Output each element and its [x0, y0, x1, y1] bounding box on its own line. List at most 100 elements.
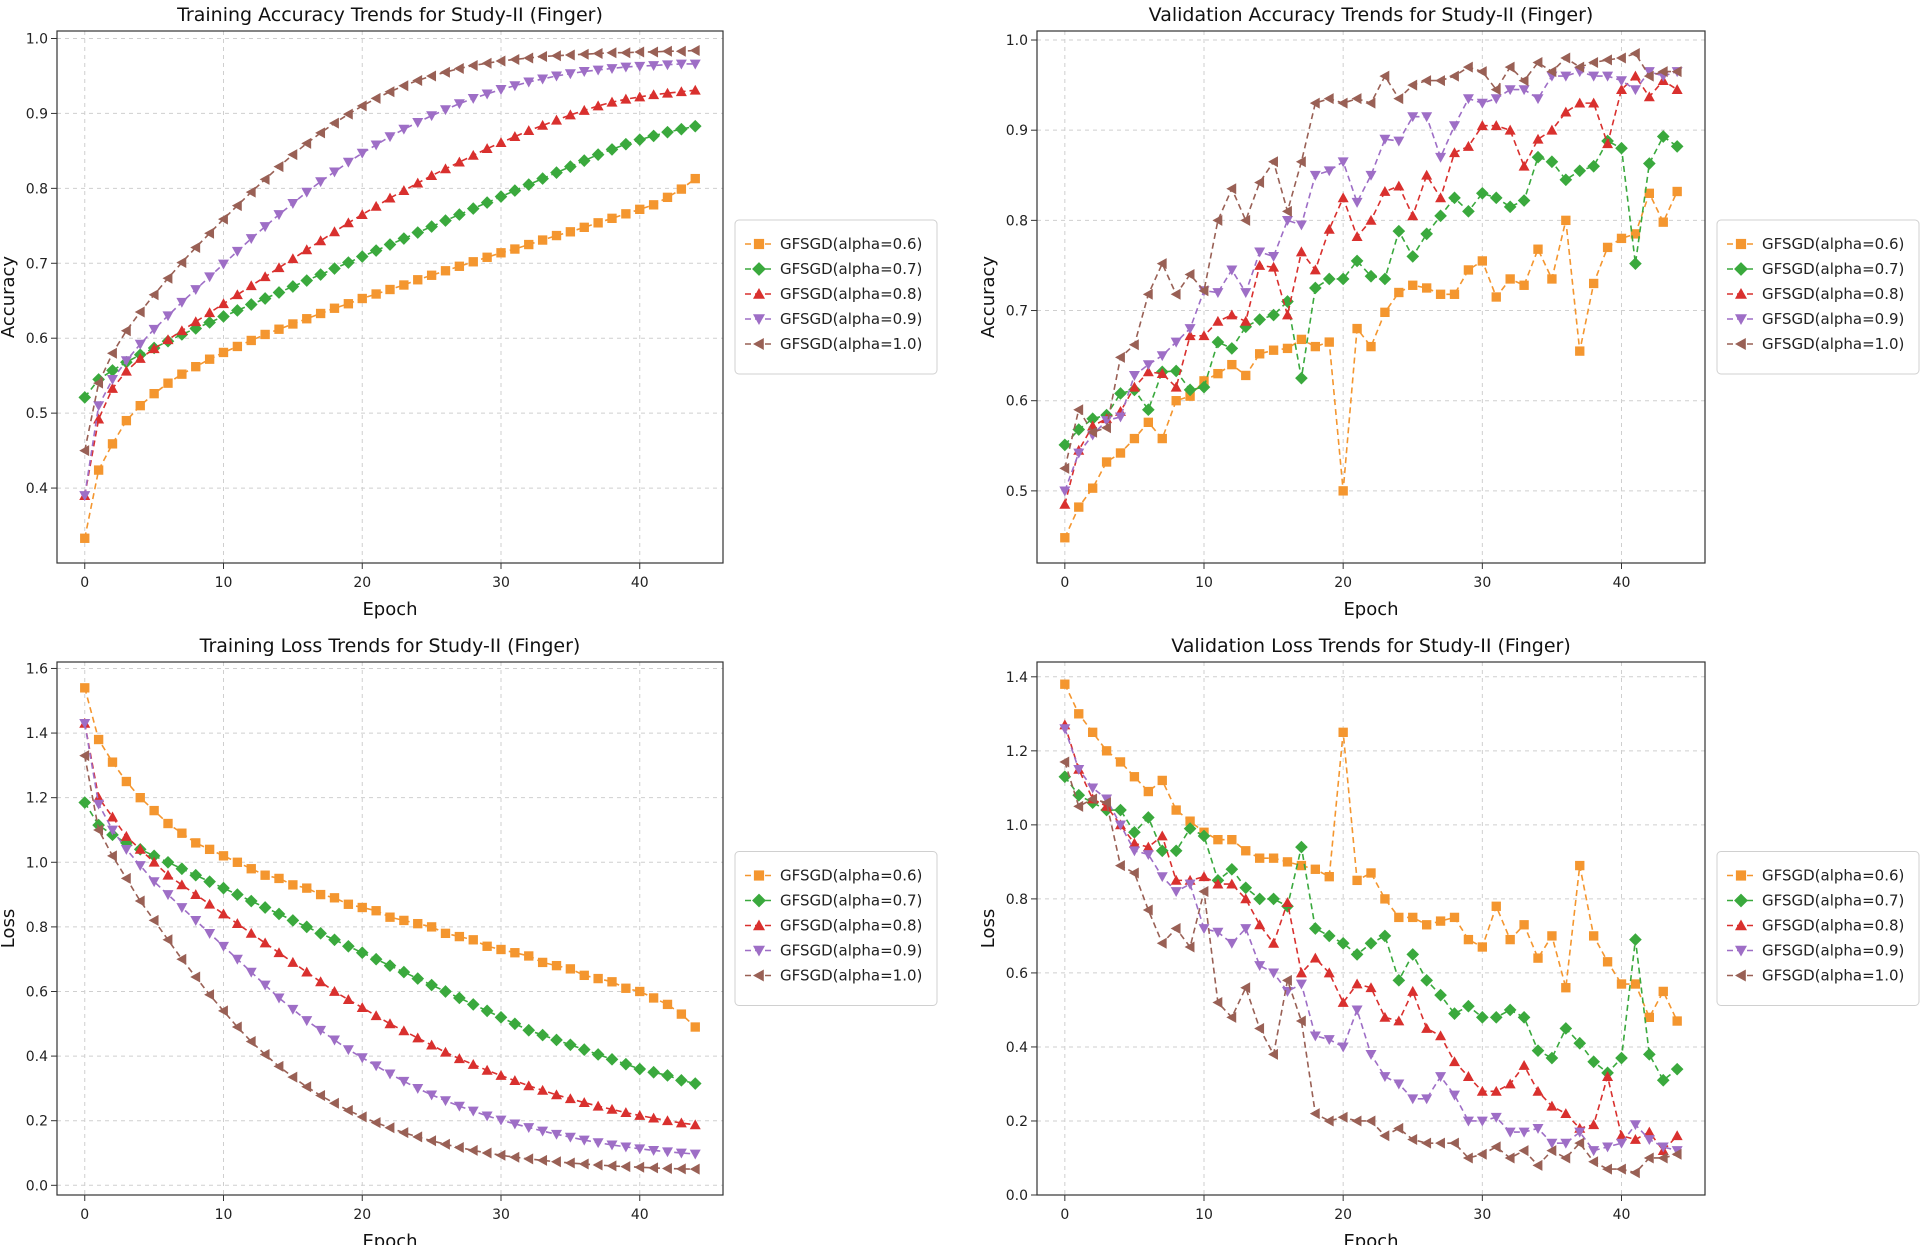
data-point: [1462, 1071, 1474, 1081]
data-point: [564, 160, 577, 173]
data-point: [1156, 830, 1168, 841]
data-point: [1225, 342, 1239, 355]
x-axis-label: Epoch: [362, 1231, 417, 1245]
data-point: [1198, 285, 1209, 297]
legend-entry: GFSGD(alpha=0.7): [745, 260, 922, 278]
data-point: [1421, 1094, 1433, 1105]
data-point: [1128, 371, 1140, 381]
data-point: [356, 100, 367, 112]
data-point: [385, 912, 395, 922]
data-point: [1351, 93, 1362, 105]
data-point: [592, 65, 604, 76]
data-point: [619, 1057, 633, 1071]
data-point: [231, 1021, 242, 1033]
y-tick-label: 1.0: [1006, 33, 1028, 49]
data-point: [1670, 1062, 1684, 1076]
data-point: [176, 953, 187, 965]
data-point: [328, 262, 341, 275]
data-point: [1573, 1036, 1587, 1050]
data-point: [1101, 416, 1113, 427]
legend-label: GFSGD(alpha=0.9): [1762, 942, 1904, 960]
data-point: [481, 1111, 493, 1122]
data-point: [191, 838, 201, 848]
data-point: [190, 242, 201, 254]
data-point: [426, 922, 437, 932]
series-GFSGD(alpha=0.8): [79, 717, 701, 1130]
x-tick-label: 0: [80, 1207, 89, 1223]
data-point: [688, 1077, 702, 1090]
data-point: [246, 335, 256, 346]
data-point: [1115, 412, 1126, 423]
data-point: [1171, 805, 1181, 815]
data-point: [1616, 1130, 1627, 1141]
data-point: [1531, 1044, 1545, 1057]
data-point: [1574, 1137, 1585, 1149]
legend-entry: GFSGD(alpha=1.0): [1727, 335, 1904, 353]
data-point: [551, 1156, 561, 1168]
data-point: [107, 375, 118, 385]
data-point: [1421, 283, 1432, 293]
data-point: [1672, 186, 1682, 197]
data-point: [1184, 330, 1196, 341]
series-line: [1064, 52, 1678, 469]
legend-entry: GFSGD(alpha=0.8): [745, 285, 922, 303]
data-point: [689, 44, 700, 56]
legend-label: GFSGD(alpha=0.8): [780, 285, 922, 303]
data-point: [1517, 194, 1531, 207]
data-point: [1476, 1085, 1488, 1096]
legend-label: GFSGD(alpha=0.6): [1762, 867, 1904, 885]
data-point: [190, 916, 202, 926]
data-point: [1629, 257, 1642, 270]
data-point: [551, 71, 562, 82]
data-point: [662, 192, 673, 203]
data-point: [1643, 1152, 1654, 1164]
x-tick-label: 20: [1334, 575, 1352, 591]
legend-marker: [752, 893, 766, 908]
data-point: [633, 1062, 647, 1076]
data-point: [467, 94, 479, 104]
data-point: [1602, 1142, 1614, 1153]
data-point: [1408, 912, 1418, 923]
data-point: [1225, 862, 1239, 876]
data-point: [1588, 278, 1599, 289]
y-tick-label: 0.9: [1006, 123, 1028, 139]
data-point: [648, 89, 660, 100]
legend-marker: [1735, 919, 1747, 931]
data-point: [1128, 381, 1140, 392]
series-line: [84, 125, 696, 398]
data-point: [190, 889, 202, 899]
data-point: [177, 369, 187, 379]
data-point: [1366, 868, 1376, 878]
data-point: [440, 266, 451, 276]
legend-marker: [1734, 262, 1748, 276]
data-point: [1114, 387, 1127, 400]
data-point: [162, 334, 174, 345]
legend-label: GFSGD(alpha=1.0): [780, 967, 922, 985]
data-point: [398, 124, 410, 135]
data-point: [1295, 840, 1308, 854]
y-axis-label: Accuracy: [978, 256, 999, 339]
data-point: [1532, 94, 1544, 105]
y-tick-label: 0.8: [1006, 892, 1028, 908]
y-tick-label: 0.6: [1006, 966, 1028, 982]
data-point: [1059, 462, 1070, 474]
data-point: [1156, 872, 1168, 883]
data-point: [357, 902, 367, 913]
data-point: [190, 316, 202, 327]
data-point: [149, 805, 159, 816]
data-point: [1336, 936, 1350, 950]
data-point: [1476, 98, 1488, 109]
data-point: [1197, 380, 1211, 394]
series-GFSGD(alpha=1.0): [79, 750, 700, 1175]
data-point: [1476, 66, 1487, 78]
data-point: [481, 89, 493, 100]
data-point: [577, 1043, 591, 1056]
data-point: [1282, 897, 1293, 907]
data-point: [1615, 1051, 1628, 1065]
chart-title: Training Loss Trends for Study-II (Finge…: [199, 635, 581, 657]
data-point: [1421, 920, 1432, 930]
data-point: [189, 322, 203, 335]
data-point: [189, 868, 203, 882]
data-point: [1170, 288, 1181, 300]
data-point: [495, 137, 507, 148]
